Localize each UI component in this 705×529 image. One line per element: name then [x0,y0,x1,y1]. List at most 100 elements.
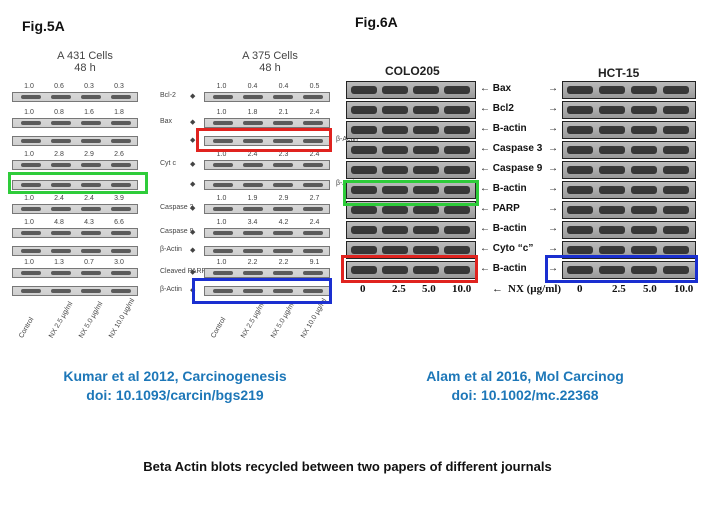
fig5-row-label: β-Actin [160,246,182,253]
fig5-arrow: ◆ [190,119,196,126]
fig6-left-blot [346,81,476,99]
fig5-right-blot [204,268,330,278]
fig5-band [51,183,71,187]
fig5-right-value: 2.7 [309,195,320,202]
fig5-left-value: 0.3 [114,83,124,90]
fig5-band [243,121,263,125]
fig5-left-value: 6.6 [114,219,124,226]
fig6-band [444,266,470,274]
fig5-right-value: 9.1 [309,259,320,266]
fig6-band [444,206,470,214]
fig5-band [273,289,293,293]
fig5-row-label: Caspase 9 [160,228,194,235]
fig5-band [303,207,323,211]
fig5-left-value: 1.0 [24,83,34,90]
fig5-arrow: ◆ [190,229,196,236]
fig6-arrow: → [548,103,558,114]
fig6-band [382,166,408,174]
fig6-arrow: → [548,123,558,134]
fig6-right-title: HCT-15 [598,66,640,80]
fig5-right-value: 2.3 [278,151,289,158]
fig6-band [413,146,439,154]
fig5-left-values: 1.0 4.8 4.3 6.6 [14,219,134,226]
fig6-band [599,166,625,174]
fig6-band [567,226,593,234]
fig5-band [21,139,41,143]
fig5-right-value: 0.4 [247,83,258,90]
fig5-right-values: 1.0 0.4 0.4 0.5 [206,83,330,90]
fig6-right-blot [562,181,696,199]
fig6-right-blot [562,241,696,259]
fig6-arrow: → [548,163,558,174]
fig5-band [21,207,41,211]
fig6-band [413,266,439,274]
fig5-band [303,163,323,167]
fig5-row-label: Bax [160,118,173,125]
fig6-band [351,106,377,114]
fig5-band [111,271,131,275]
fig5-left-value: 1.0 [24,195,34,202]
fig5-left-values: 1.0 0.8 1.6 1.8 [14,109,134,116]
fig5-band [213,289,233,293]
fig5-left-value: 1.6 [84,109,94,116]
fig5-band [51,289,71,293]
blue-box-fig6 [545,255,698,283]
fig5-band [21,231,41,235]
fig5-band [81,183,101,187]
fig5-left-value: 1.0 [24,151,34,158]
fig6-band [663,146,689,154]
fig5-band [243,95,263,99]
fig6-band [599,126,625,134]
fig5-band [81,121,101,125]
fig5-band [51,231,71,235]
fig5-band [303,95,323,99]
fig5-band [303,249,323,253]
fig5-xlabel: NX 10.0 µg/ml [108,297,137,340]
fig5-band [51,249,71,253]
fig5-band [303,271,323,275]
fig6-band [599,86,625,94]
fig6-right-blot [562,261,696,279]
fig5-right-value: 2.1 [278,109,289,116]
fig5-band [273,183,293,187]
fig6-band [567,86,593,94]
fig5-left-value: 0.6 [54,83,64,90]
citation-right: Alam et al 2016, Mol Carcinog doi: 10.10… [360,367,690,405]
fig6-band [351,266,377,274]
fig6-band [631,106,657,114]
fig5-band [21,249,41,253]
fig6-band [663,106,689,114]
fig5-right-title: A 375 Cells [242,50,298,62]
fig5-xlabel: NX 2.5 µg/ml [48,300,75,340]
fig6-xtick: 2.5 [612,283,626,295]
fig6-xtick: 2.5 [392,283,406,295]
fig6-arrow: → [548,243,558,254]
fig5-band [273,121,293,125]
fig5-right-value: 1.0 [216,219,227,226]
fig6-band [631,166,657,174]
fig6-band [444,226,470,234]
fig5-row-label: Cyt c [160,160,176,167]
fig5-band [273,95,293,99]
fig6-band [631,266,657,274]
fig6-left-blot [346,241,476,259]
fig6-band [631,206,657,214]
fig5-band [273,139,293,143]
fig6-band [413,186,439,194]
fig6-band [444,246,470,254]
fig5-band [213,139,233,143]
fig6-band [663,246,689,254]
fig5-left-blot [12,160,138,170]
fig5-band [21,163,41,167]
fig6-band [567,166,593,174]
fig6-band [663,226,689,234]
fig6-band [567,266,593,274]
fig6-band [599,246,625,254]
fig5-xlabel: Control [210,316,228,340]
fig5-left-value: 2.6 [114,151,124,158]
fig5-xlabel: NX 5.0 µg/ml [270,300,297,340]
fig5-left-blot [12,136,138,146]
fig5-band [51,207,71,211]
fig5-band [81,289,101,293]
fig6-xunit: NX (µg/ml) [508,283,562,295]
